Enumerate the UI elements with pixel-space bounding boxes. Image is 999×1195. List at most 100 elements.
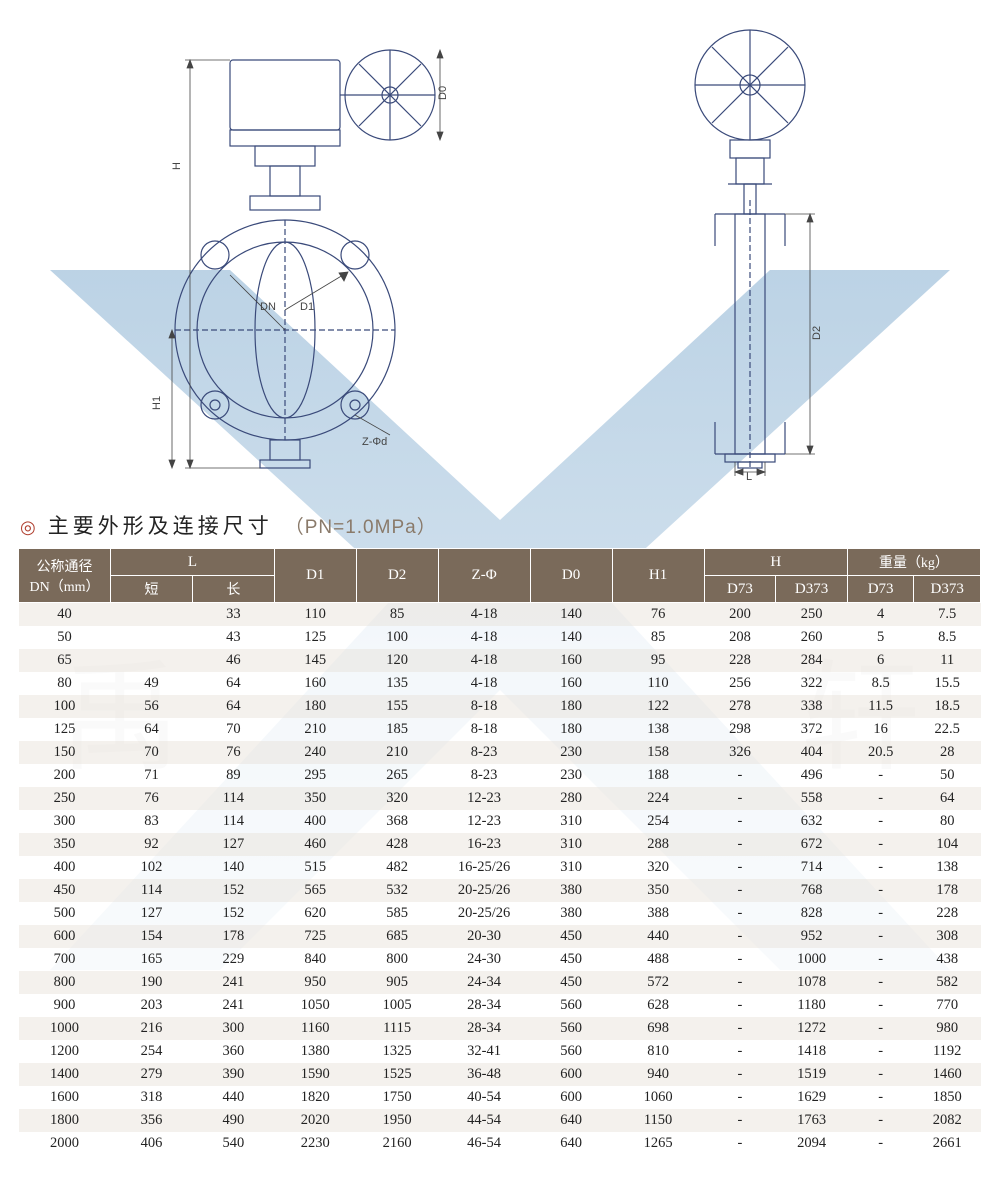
table-cell: 515 bbox=[274, 856, 356, 879]
table-cell: 44-54 bbox=[438, 1109, 530, 1132]
table-cell: 28 bbox=[914, 741, 981, 764]
table-cell: - bbox=[704, 856, 776, 879]
dimensions-table: 公称通径 DN（mm） L D1 D2 Z-Φ D0 H1 H 重量（kg） 短… bbox=[18, 548, 981, 1155]
table-cell: - bbox=[847, 1109, 914, 1132]
table-row: 12564702101858-181801382983721622.5 bbox=[19, 718, 981, 741]
table-header: 公称通径 DN（mm） L D1 D2 Z-Φ D0 H1 H 重量（kg） 短… bbox=[19, 549, 981, 603]
table-cell: 496 bbox=[776, 764, 848, 787]
th-dn-line2: DN（mm） bbox=[21, 576, 108, 596]
table-cell: 110 bbox=[612, 672, 704, 695]
table-cell: 210 bbox=[356, 741, 438, 764]
table-cell: 158 bbox=[612, 741, 704, 764]
table-cell: 560 bbox=[530, 994, 612, 1017]
table-cell: - bbox=[704, 1040, 776, 1063]
table-cell: 560 bbox=[530, 1017, 612, 1040]
th-zphi: Z-Φ bbox=[438, 549, 530, 603]
table-cell: - bbox=[847, 1017, 914, 1040]
table-cell bbox=[111, 649, 193, 672]
table-cell: 6 bbox=[847, 649, 914, 672]
table-cell: - bbox=[847, 1132, 914, 1155]
table-cell: 260 bbox=[776, 626, 848, 649]
table-cell bbox=[111, 603, 193, 627]
table-cell: 160 bbox=[530, 649, 612, 672]
th-d0: D0 bbox=[530, 549, 612, 603]
table-cell: 89 bbox=[192, 764, 274, 787]
table-cell: 138 bbox=[612, 718, 704, 741]
table-cell: 135 bbox=[356, 672, 438, 695]
table-row: 2507611435032012-23280224-558-64 bbox=[19, 787, 981, 810]
table-cell: 572 bbox=[612, 971, 704, 994]
table-cell: 828 bbox=[776, 902, 848, 925]
table-cell: 50 bbox=[19, 626, 111, 649]
table-cell: 11 bbox=[914, 649, 981, 672]
table-row: 15070762402108-2323015832640420.528 bbox=[19, 741, 981, 764]
table-cell: 165 bbox=[111, 948, 193, 971]
table-cell: 400 bbox=[19, 856, 111, 879]
table-cell: 4 bbox=[847, 603, 914, 627]
table-cell: 12-23 bbox=[438, 787, 530, 810]
table-cell: - bbox=[704, 1017, 776, 1040]
table-cell: 1629 bbox=[776, 1086, 848, 1109]
table-cell: 56 bbox=[111, 695, 193, 718]
table-cell: - bbox=[704, 1132, 776, 1155]
table-cell: 2020 bbox=[274, 1109, 356, 1132]
table-cell: 125 bbox=[19, 718, 111, 741]
table-cell: 1060 bbox=[612, 1086, 704, 1109]
table-row: 10002163001160111528-34560698-1272-980 bbox=[19, 1017, 981, 1040]
table-cell: 95 bbox=[612, 649, 704, 672]
table-cell: 104 bbox=[914, 833, 981, 856]
th-weight: 重量（kg） bbox=[847, 549, 980, 576]
table-cell: 241 bbox=[192, 971, 274, 994]
table-cell: 80 bbox=[19, 672, 111, 695]
table-cell: 685 bbox=[356, 925, 438, 948]
valve-front-view-diagram: H H1 D0 DN D1 Z-Φd bbox=[130, 20, 450, 480]
table-cell: 229 bbox=[192, 948, 274, 971]
table-cell: 800 bbox=[356, 948, 438, 971]
table-cell: 178 bbox=[914, 879, 981, 902]
table-cell: 725 bbox=[274, 925, 356, 948]
table-cell: 1820 bbox=[274, 1086, 356, 1109]
table-cell: 43 bbox=[192, 626, 274, 649]
table-cell: 2082 bbox=[914, 1109, 981, 1132]
table-cell: 125 bbox=[274, 626, 356, 649]
table-cell: 15.5 bbox=[914, 672, 981, 695]
table-cell: 120 bbox=[356, 649, 438, 672]
table-cell bbox=[111, 626, 193, 649]
table-cell: 1600 bbox=[19, 1086, 111, 1109]
table-cell: 254 bbox=[612, 810, 704, 833]
table-cell: 1750 bbox=[356, 1086, 438, 1109]
table-cell: 288 bbox=[612, 833, 704, 856]
dim-label-h: H bbox=[171, 162, 183, 170]
th-dn-line1: 公称通径 bbox=[21, 556, 108, 576]
table-cell: 1800 bbox=[19, 1109, 111, 1132]
table-cell: 585 bbox=[356, 902, 438, 925]
table-cell: 228 bbox=[704, 649, 776, 672]
table-cell: 1763 bbox=[776, 1109, 848, 1132]
table-cell: 372 bbox=[776, 718, 848, 741]
table-cell: 200 bbox=[704, 603, 776, 627]
table-cell: 1150 bbox=[612, 1109, 704, 1132]
table-cell: 180 bbox=[274, 695, 356, 718]
table-cell: 770 bbox=[914, 994, 981, 1017]
table-cell: - bbox=[704, 994, 776, 1017]
valve-side-view-diagram: D2 L bbox=[640, 20, 860, 480]
table-cell: 1519 bbox=[776, 1063, 848, 1086]
table-cell: 390 bbox=[192, 1063, 274, 1086]
table-cell: 2661 bbox=[914, 1132, 981, 1155]
table-cell: 1078 bbox=[776, 971, 848, 994]
table-cell: - bbox=[847, 1063, 914, 1086]
table-cell: 318 bbox=[111, 1086, 193, 1109]
table-row: 65461451204-1816095228284611 bbox=[19, 649, 981, 672]
table-cell: 380 bbox=[530, 879, 612, 902]
table-cell: 145 bbox=[274, 649, 356, 672]
table-cell: 140 bbox=[530, 626, 612, 649]
table-cell: 632 bbox=[776, 810, 848, 833]
table-cell: 2160 bbox=[356, 1132, 438, 1155]
table-cell: 428 bbox=[356, 833, 438, 856]
table-cell: 600 bbox=[530, 1086, 612, 1109]
table-cell: 356 bbox=[111, 1109, 193, 1132]
table-row: 50431251004-181408520826058.5 bbox=[19, 626, 981, 649]
table-cell: 1050 bbox=[274, 994, 356, 1017]
table-cell: 810 bbox=[612, 1040, 704, 1063]
table-cell: 482 bbox=[356, 856, 438, 879]
